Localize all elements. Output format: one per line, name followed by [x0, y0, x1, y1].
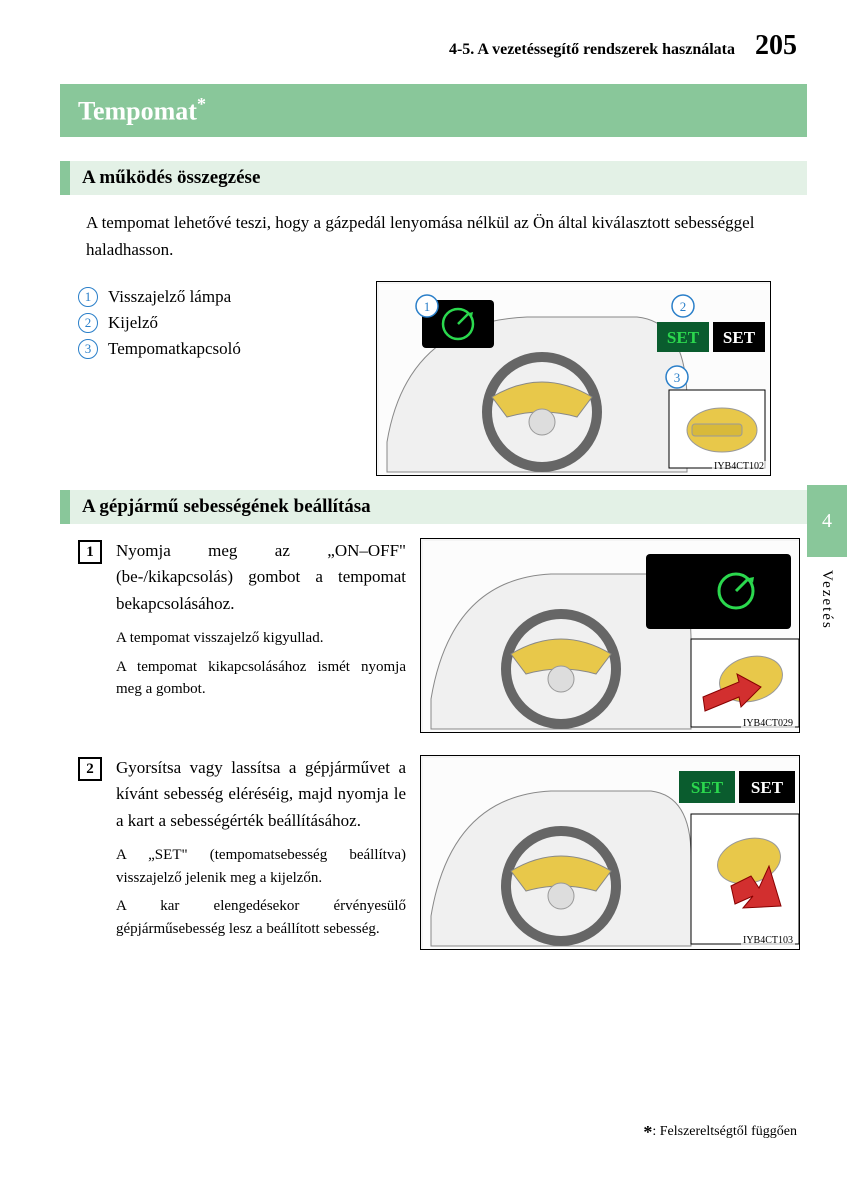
svg-text:SET: SET [751, 778, 784, 797]
step-1-row: 1 Nyomja meg az „ON–OFF" (be-/kikapcsolá… [78, 538, 807, 733]
dashboard-step2-icon: SET SET [421, 756, 800, 950]
step-1-note-b: A tempomat kikapcsolásához ismét nyomja … [116, 656, 406, 701]
legend-item-3: 3 Tempomatkapcsoló [78, 339, 360, 359]
svg-text:1: 1 [424, 299, 431, 314]
step-2-row: 2 Gyorsítsa vagy lassítsa a gépjárművet … [78, 755, 807, 950]
dashboard-step1-icon [421, 539, 800, 733]
section-heading-summary: A működés összegzése [60, 161, 807, 195]
breadcrumb: 4-5. A vezetéssegítő rendszerek használa… [449, 41, 735, 59]
step-1-note-a: A tempomat visszajelző kigyullad. [116, 627, 406, 650]
dashboard-diagram-icon: 1 2 SET SET 3 [377, 282, 771, 476]
legend-label-3: Tempomatkapcsoló [108, 339, 241, 359]
summary-intro: A tempomat lehetővé teszi, hogy a gázped… [86, 209, 781, 263]
chapter-tab: 4 [807, 485, 847, 557]
page-number: 205 [755, 30, 797, 62]
footnote: *: Felszereltségtől függően [643, 1119, 797, 1140]
svg-text:2: 2 [680, 299, 687, 314]
legend-list: 1 Visszajelző lámpa 2 Kijelző 3 Tempomat… [60, 281, 360, 476]
legend-item-1: 1 Visszajelző lámpa [78, 287, 360, 307]
page-header: 4-5. A vezetéssegítő rendszerek használa… [60, 30, 807, 62]
legend-badge-3: 3 [78, 339, 98, 359]
step-2-note-a: A „SET" (tempomatsebesség beállítva) vis… [116, 844, 406, 889]
step-2-note-b: A kar elengedésekor érvényesülő gépjármű… [116, 895, 406, 940]
page-title-bar: Tempomat* [60, 84, 807, 137]
chapter-tab-number: 4 [822, 510, 832, 533]
step-2-badge: 2 [78, 757, 102, 781]
illustration-code: IYB4CT102 [712, 461, 766, 472]
section-heading-speed: A gépjármű sebességének beállítása [60, 490, 807, 524]
summary-illustration: 1 2 SET SET 3 IYB4CT102 [376, 281, 771, 476]
svg-text:SET: SET [691, 778, 724, 797]
step-1-image-code: IYB4CT029 [741, 718, 795, 729]
svg-text:SET: SET [723, 328, 756, 347]
legend-label-1: Visszajelző lámpa [108, 287, 231, 307]
page-title: Tempomat [78, 97, 197, 126]
svg-text:3: 3 [674, 370, 681, 385]
legend-label-2: Kijelző [108, 313, 158, 333]
title-footnote-marker: * [197, 94, 206, 114]
step-1-badge: 1 [78, 540, 102, 564]
step-2-text: Gyorsítsa vagy lassítsa a gépjárművet a … [116, 755, 406, 834]
footnote-text: : Felszereltségtől függően [652, 1124, 797, 1139]
legend-item-2: 2 Kijelző [78, 313, 360, 333]
step-1-illustration: IYB4CT029 [420, 538, 800, 733]
legend-badge-2: 2 [78, 313, 98, 333]
step-2-image-code: IYB4CT103 [741, 935, 795, 946]
step-2-illustration: SET SET IYB4CT103 [420, 755, 800, 950]
footnote-marker: * [643, 1122, 652, 1142]
step-1-text: Nyomja meg az „ON–OFF" (be-/kikapcsolás)… [116, 538, 406, 617]
chapter-tab-label: Vezetés [818, 570, 835, 630]
legend-badge-1: 1 [78, 287, 98, 307]
svg-text:SET: SET [667, 328, 700, 347]
